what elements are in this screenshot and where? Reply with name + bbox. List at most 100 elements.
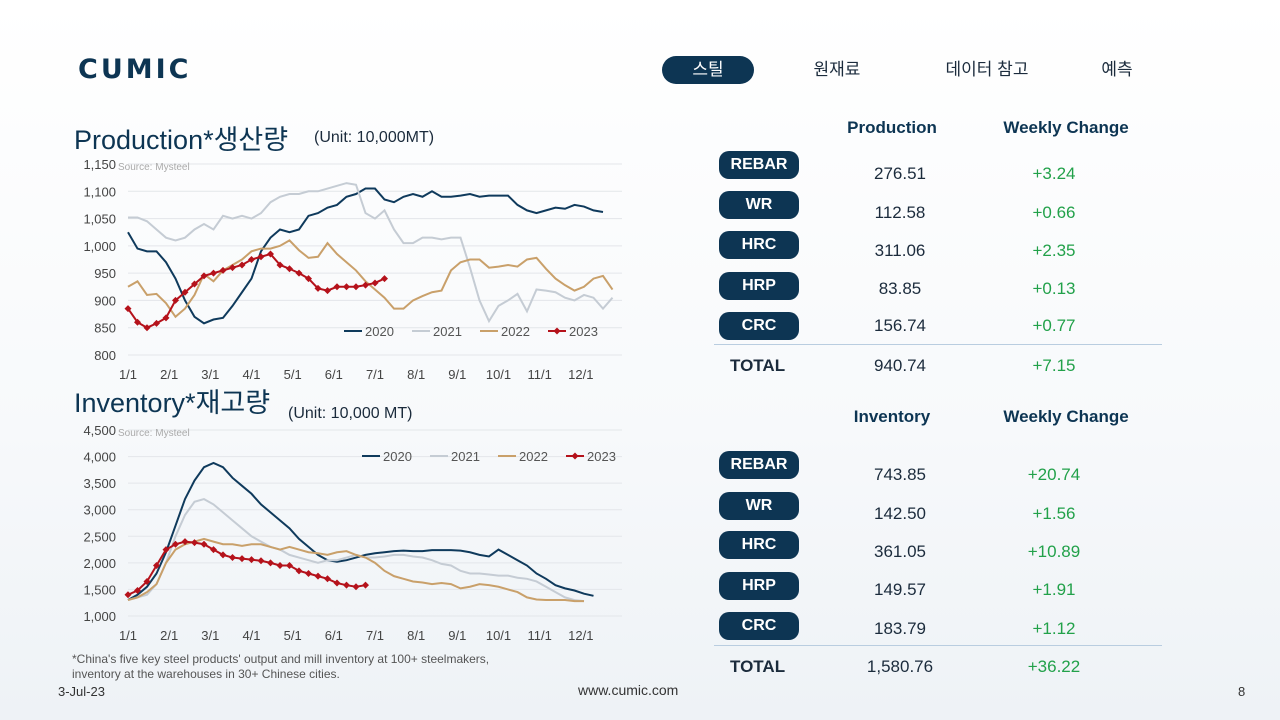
inventory-total-change: +36.22	[1027, 657, 1081, 676]
y-tick-label: 2,000	[83, 556, 116, 571]
nav-tab-steel[interactable]: 스틸	[662, 56, 754, 84]
data-point-2023	[343, 581, 350, 589]
nav-tab-data-reference[interactable]: 데이터 참고	[945, 60, 1029, 79]
data-point-2023	[200, 272, 208, 280]
data-point-2023	[257, 557, 265, 565]
production-change-wr: +0.66	[1032, 203, 1076, 222]
y-tick-label: 850	[94, 321, 116, 336]
footnote-line-2: inventory at the warehouses in 30+ Chine…	[72, 667, 340, 681]
legend-label-2020: 2020	[365, 324, 394, 339]
x-tick-label: 7/1	[366, 367, 384, 382]
data-point-2023	[162, 314, 170, 322]
production-value-wr: 112.58	[874, 203, 926, 222]
nav-tab-raw-materials[interactable]: 원재료	[813, 60, 861, 79]
y-tick-label: 4,000	[83, 450, 116, 465]
data-point-2023	[238, 261, 246, 269]
series-line-2020	[127, 187, 604, 325]
series-line-2022	[127, 537, 584, 603]
chart-source: Source: Mysteel	[118, 162, 190, 173]
inventory-unit: (Unit: 10,000 MT)	[288, 405, 413, 422]
y-tick-label: 3,000	[83, 503, 116, 518]
x-tick-label: 4/1	[242, 628, 260, 643]
y-tick-label: 1,000	[83, 239, 116, 254]
data-point-2023	[153, 319, 160, 327]
data-point-2023	[286, 562, 293, 570]
inventory-change-wr: +1.56	[1032, 504, 1076, 523]
data-point-2023	[153, 562, 160, 570]
data-point-2023	[172, 540, 179, 548]
data-point-2023	[314, 572, 322, 580]
y-tick-label: 900	[94, 293, 116, 308]
series-line-2021	[128, 182, 614, 324]
nav-tab-forecast[interactable]: 예측	[1101, 60, 1133, 79]
data-point-2023	[248, 556, 255, 564]
data-point-2023	[134, 318, 141, 326]
page-number: 8	[1238, 684, 1246, 699]
data-point-2023	[210, 269, 217, 277]
inventory-change-rebar: +20.74	[1027, 465, 1081, 484]
slide-date: 3-Jul-23	[58, 684, 105, 699]
production-value-crc: 156.74	[874, 316, 926, 335]
data-point-2023	[295, 269, 303, 277]
data-point-2023	[210, 546, 217, 554]
legend-marker-2023	[571, 452, 579, 460]
data-point-2023	[143, 324, 151, 332]
data-point-2023	[352, 583, 360, 591]
x-tick-label: 5/1	[284, 367, 302, 382]
x-tick-label: 12/1	[568, 628, 593, 643]
y-tick-label: 950	[94, 266, 116, 281]
data-point-2023	[124, 305, 132, 313]
series-line-2023	[127, 252, 385, 329]
production-value-hrp: 83.85	[878, 279, 922, 298]
data-point-2023	[343, 283, 350, 291]
y-tick-label: 2,500	[83, 529, 116, 544]
inventory-value-hrp: 149.57	[874, 580, 926, 599]
data-point-2023	[333, 579, 341, 587]
inventory-value-crc: 183.79	[874, 619, 926, 638]
y-tick-label: 1,000	[83, 609, 116, 624]
inventory-value-wr: 142.50	[874, 504, 926, 523]
production-change-hrp: +0.13	[1032, 279, 1076, 298]
data-point-2023	[362, 581, 369, 589]
production-value-rebar: 276.51	[874, 164, 926, 183]
production-chart: 800 850 900 950 1,000 1,050 1,100 1,150 1/1 2/1 3/…	[83, 157, 622, 382]
data-point-2023	[305, 569, 312, 577]
x-tick-label: 10/1	[486, 628, 511, 643]
cumic-logo: CUMIC	[78, 54, 192, 85]
inventory-change-crc: +1.12	[1032, 619, 1076, 638]
y-tick-label: 1,150	[83, 157, 116, 172]
data-point-2023	[162, 546, 170, 554]
data-point-2023	[229, 264, 236, 272]
data-point-2023	[248, 256, 255, 263]
data-point-2023	[333, 283, 341, 291]
production-total-value: 940.74	[874, 356, 926, 375]
data-point-2023	[286, 265, 293, 273]
data-point-2023	[181, 538, 189, 546]
production-change-crc: +0.77	[1032, 316, 1076, 335]
data-point-2023	[219, 266, 227, 274]
inventory-total-value: 1,580.76	[866, 657, 934, 676]
production-total-label: TOTAL	[730, 356, 786, 375]
data-point-2023	[191, 539, 198, 547]
data-point-2023	[238, 555, 246, 563]
legend-label-2023: 2023	[587, 449, 616, 464]
website-link[interactable]: www.cumic.com	[578, 682, 679, 698]
data-point-2023	[257, 253, 265, 261]
legend-label-2020: 2020	[383, 449, 412, 464]
x-tick-label: 9/1	[448, 367, 466, 382]
data-point-2023	[305, 275, 312, 283]
data-point-2023	[295, 567, 303, 575]
production-label-hrc: HRC	[719, 231, 799, 259]
inventory-total-label: TOTAL	[730, 657, 786, 676]
x-tick-label: 1/1	[119, 367, 137, 382]
x-tick-label: 2/1	[160, 628, 178, 643]
x-tick-label: 2/1	[160, 367, 178, 382]
production-change-hrc: +2.35	[1032, 241, 1076, 260]
data-point-2023	[324, 287, 331, 295]
data-point-2023	[276, 562, 284, 570]
x-tick-label: 11/1	[527, 628, 551, 643]
data-point-2023	[324, 575, 331, 583]
data-point-2023	[172, 296, 179, 304]
x-tick-label: 8/1	[407, 367, 425, 382]
data-point-2023	[219, 551, 227, 559]
